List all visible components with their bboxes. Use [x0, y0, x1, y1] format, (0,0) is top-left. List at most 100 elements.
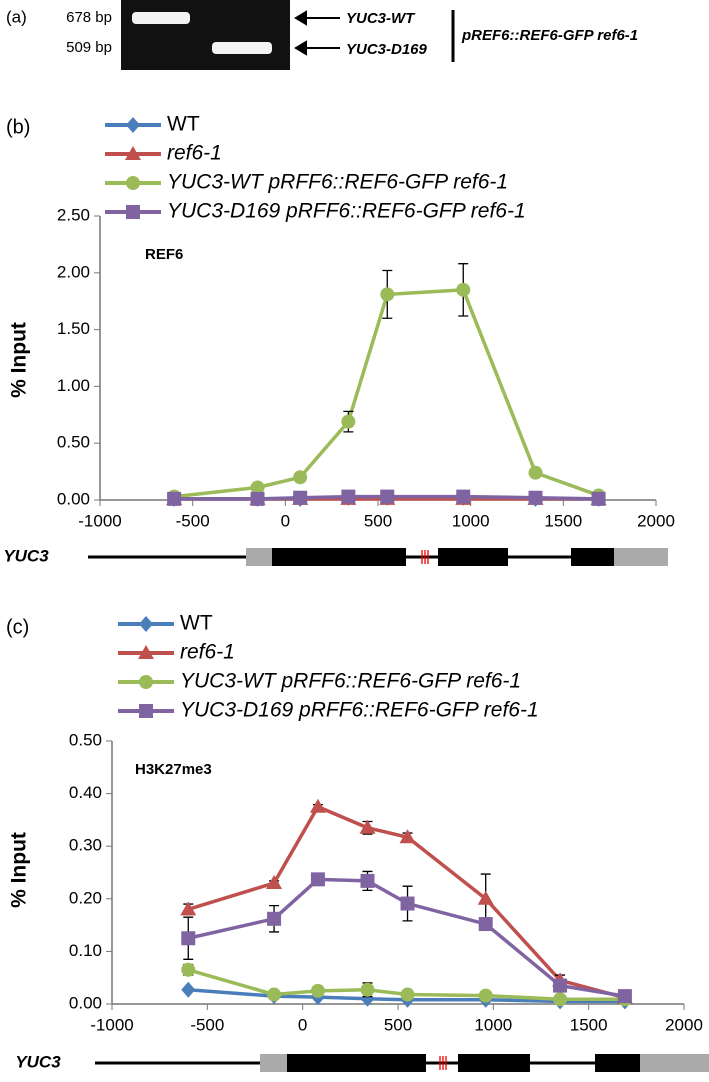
marker [360, 873, 375, 888]
series-line [188, 988, 625, 1004]
marker [267, 911, 282, 926]
series-line [187, 804, 626, 1000]
marker [553, 978, 568, 993]
y-tick-label: 0.10 [69, 941, 102, 960]
x-tick-label: 1000 [452, 511, 490, 530]
annotation: REF6 [145, 246, 183, 263]
marker [126, 176, 140, 190]
x-tick-label: 0 [281, 511, 290, 530]
panel-label: (c) [6, 616, 29, 638]
series-line [187, 968, 625, 1002]
series-line [173, 288, 600, 499]
series-line [174, 494, 599, 501]
marker [456, 282, 471, 297]
y-tick-label: 0.50 [69, 730, 102, 749]
marker [139, 675, 153, 689]
marker [267, 987, 282, 1002]
x-tick-label: 2000 [637, 511, 675, 530]
panel-label: (a) [6, 7, 27, 26]
gene-label: YUC3 [15, 1052, 61, 1071]
y-tick-label: 1.00 [57, 376, 90, 395]
y-axis-title: % Input [8, 832, 31, 908]
y-tick-label: 2.00 [57, 262, 90, 281]
gene-label: YUC3 [3, 546, 49, 565]
marker [400, 987, 415, 1002]
marker [139, 704, 153, 718]
exon [614, 548, 668, 566]
marker [528, 490, 543, 505]
marker [266, 875, 283, 890]
marker [380, 287, 395, 302]
marker [528, 465, 543, 480]
exon [246, 548, 272, 566]
y-tick-label: 1.50 [57, 319, 90, 338]
x-tick-label: 1000 [474, 1015, 512, 1034]
bracket-label: pREF6::REF6-GFP ref6-1 [461, 27, 638, 44]
gel [121, 0, 290, 70]
series [181, 962, 632, 1007]
x-tick-label: -500 [176, 511, 210, 530]
marker [310, 872, 325, 887]
marker [400, 896, 415, 911]
y-tick-label: 0.40 [69, 783, 102, 802]
marker [478, 917, 493, 932]
marker [138, 645, 154, 659]
marker [399, 829, 416, 844]
gel-band [132, 12, 190, 24]
exon [438, 548, 508, 566]
gel-band [212, 42, 272, 54]
x-tick-label: 0 [298, 1015, 307, 1034]
legend-label: WT [167, 113, 200, 136]
marker [293, 490, 308, 505]
x-tick-label: -1000 [78, 511, 121, 530]
legend-label: YUC3-D169 pRFF6::REF6-GFP ref6-1 [180, 699, 539, 722]
legend-label: ref6-1 [167, 142, 222, 165]
y-tick-label: 0.20 [69, 888, 102, 907]
marker [341, 414, 356, 429]
x-tick-label: -1000 [90, 1015, 133, 1034]
exon [287, 1054, 426, 1072]
legend-label: YUC3-WT pRFF6::REF6-GFP ref6-1 [167, 171, 508, 194]
x-tick-label: 1500 [570, 1015, 608, 1034]
x-tick-label: 500 [364, 511, 392, 530]
exon [260, 1054, 287, 1072]
marker [360, 982, 375, 997]
marker [181, 931, 196, 946]
exon [571, 548, 614, 566]
marker [125, 146, 141, 160]
marker [359, 819, 376, 834]
exon [272, 548, 406, 566]
marker [126, 117, 140, 133]
marker [617, 989, 632, 1004]
x-tick-label: 2000 [665, 1015, 703, 1034]
x-tick-label: 500 [384, 1015, 412, 1034]
marker [477, 890, 494, 905]
series [167, 489, 606, 506]
marker [126, 205, 140, 219]
marker [591, 491, 606, 506]
marker [167, 491, 182, 506]
y-tick-label: 0.50 [57, 433, 90, 452]
marker [309, 798, 326, 813]
arrows [294, 10, 340, 56]
legend-label: WT [180, 612, 213, 635]
x-tick-label: -500 [190, 1015, 224, 1034]
marker [478, 988, 493, 1003]
y-tick-label: 2.50 [57, 205, 90, 224]
series [181, 870, 632, 1004]
legend-label: YUC3-WT pRFF6::REF6-GFP ref6-1 [180, 670, 521, 693]
y-tick-label: 0.00 [57, 489, 90, 508]
marker [456, 489, 471, 504]
exon [640, 1054, 709, 1072]
x-tick-label: 1500 [544, 511, 582, 530]
arrow-label: YUC3-WT [346, 10, 416, 27]
y-axis-title: % Input [8, 322, 31, 398]
legend-label: YUC3-D169 pRFF6::REF6-GFP ref6-1 [167, 200, 526, 223]
annotation: H3K27me3 [135, 761, 212, 778]
marker [380, 489, 395, 504]
marker [250, 491, 265, 506]
marker [310, 983, 325, 998]
marker [293, 470, 308, 485]
